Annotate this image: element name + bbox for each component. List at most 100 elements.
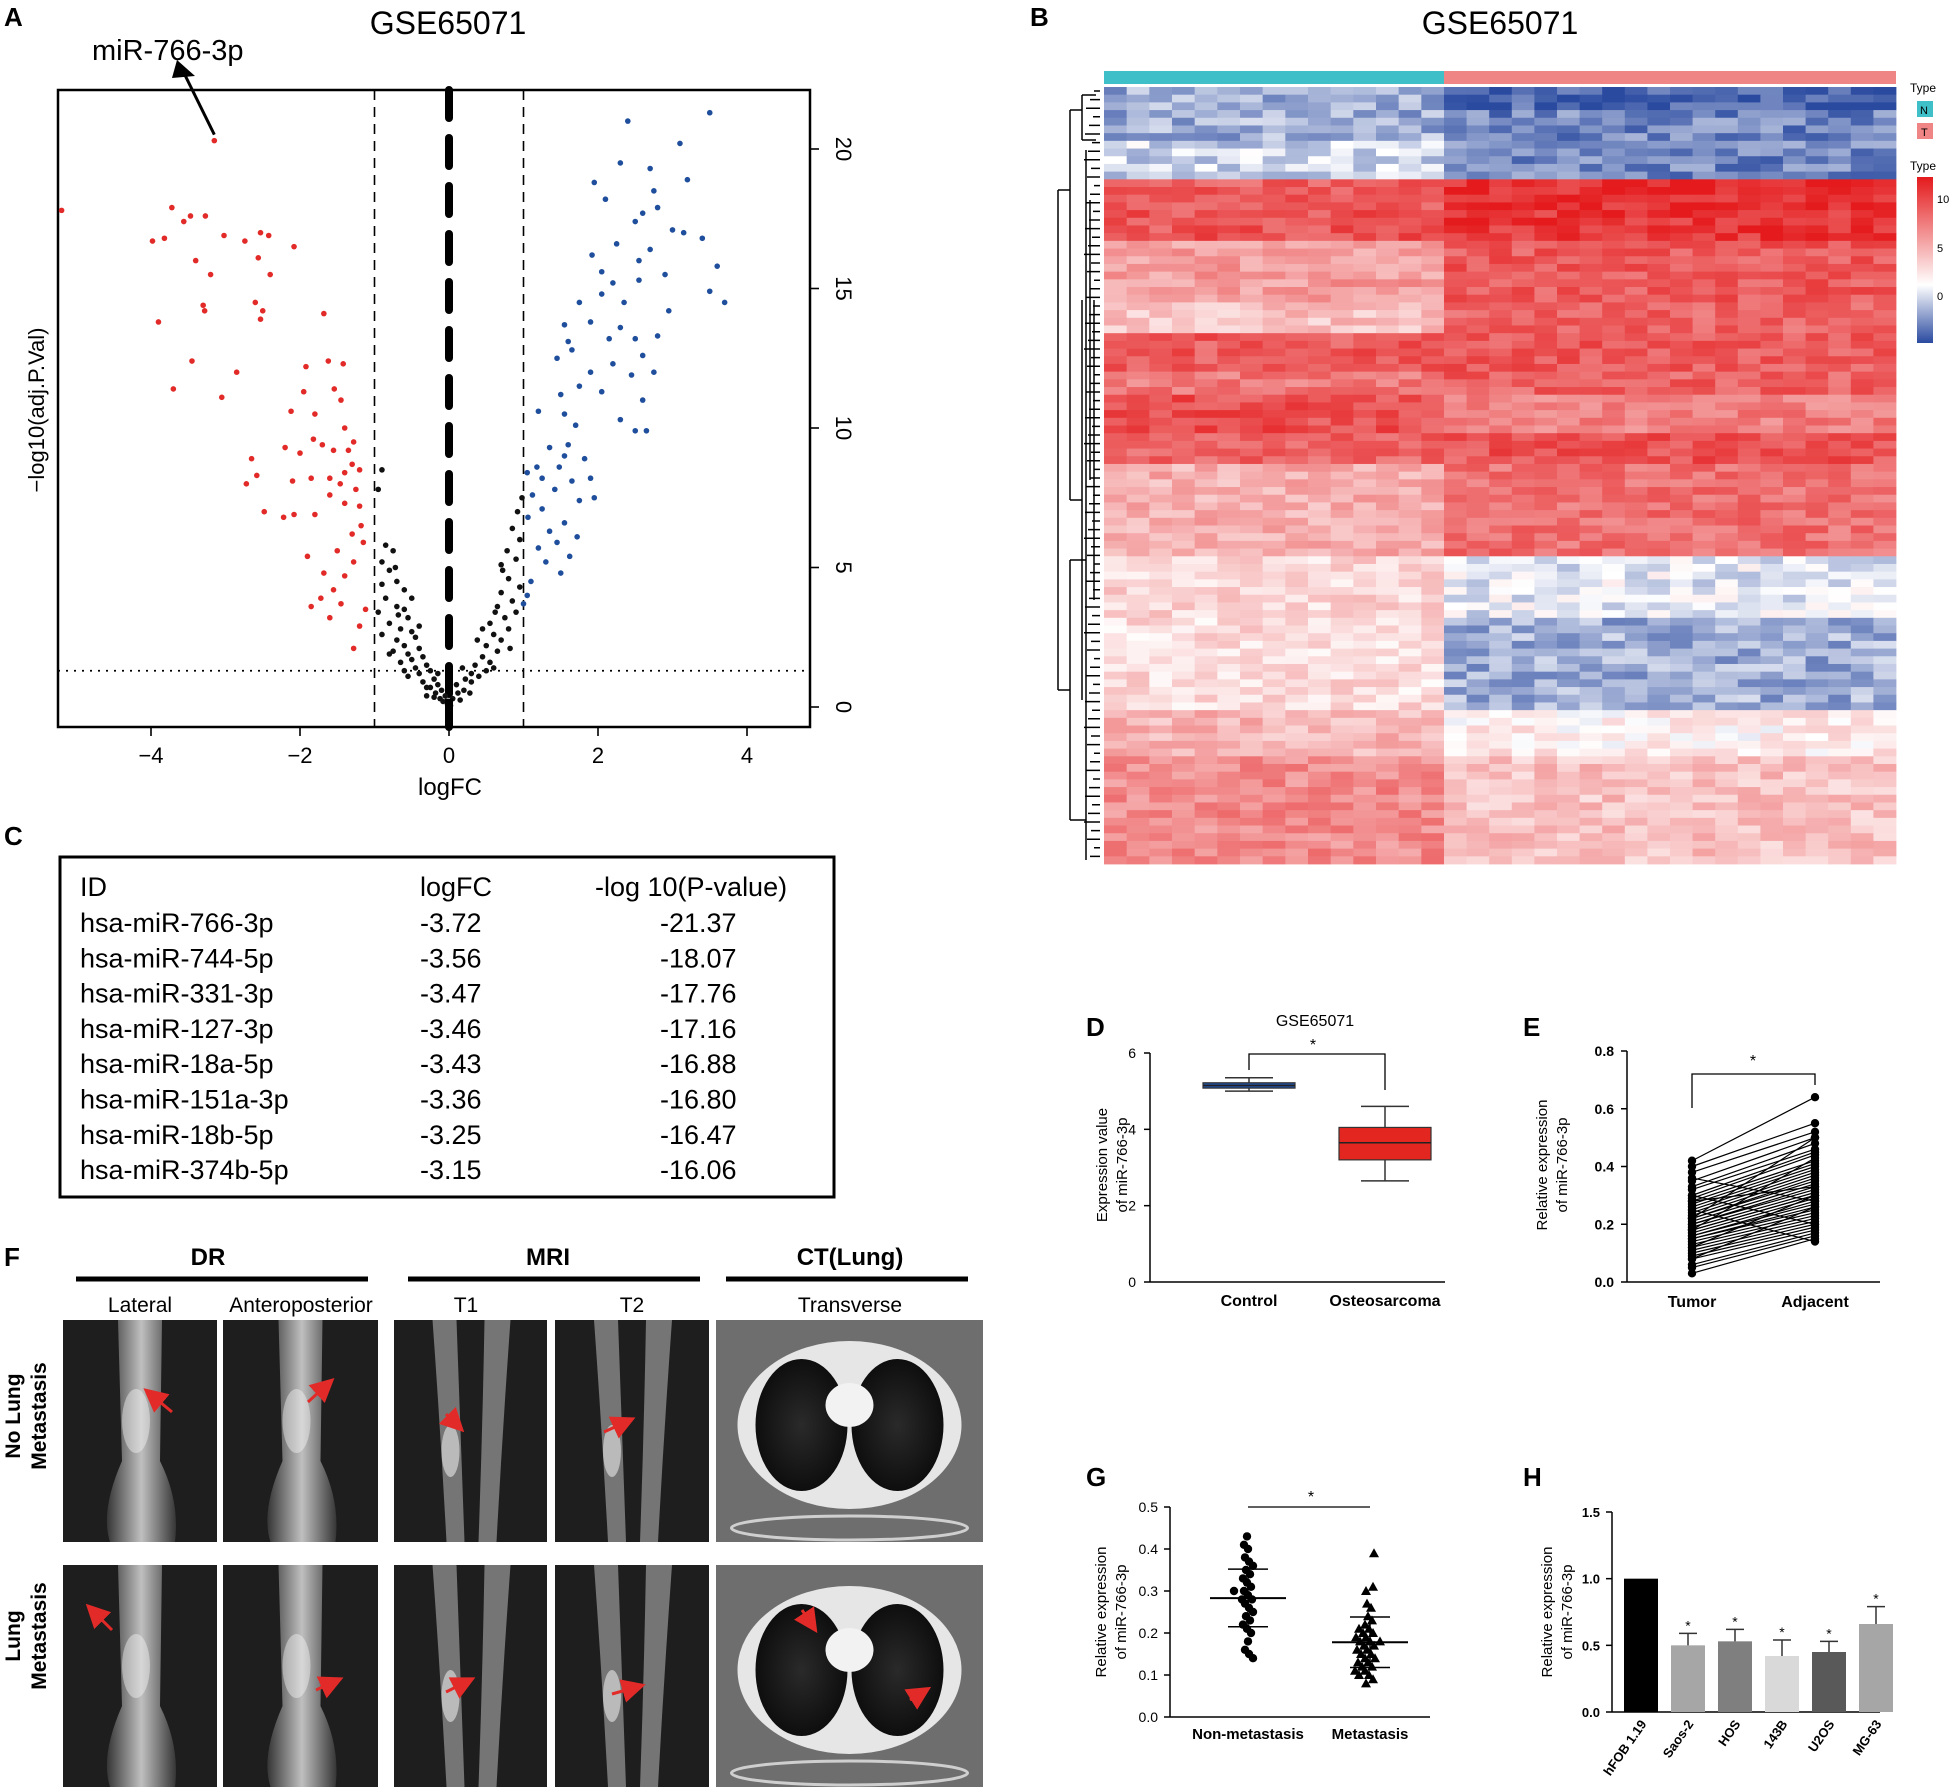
- heatmap-cell: [1331, 356, 1354, 364]
- heatmap-cell: [1149, 472, 1172, 480]
- heatmap-cell: [1534, 764, 1557, 772]
- heatmap-cell: [1851, 841, 1874, 849]
- volcano-point-down: [181, 219, 187, 225]
- volcano-point-down: [331, 386, 337, 392]
- heatmap-cell: [1625, 387, 1648, 395]
- heatmap-cell: [1444, 410, 1467, 418]
- heatmap-cell: [1851, 849, 1874, 857]
- heatmap-cell: [1512, 225, 1535, 233]
- volcano-point-ns: [476, 674, 482, 680]
- bar-chart: 0.00.51.01.5 hFOB 1.19*Saos-2*HOS*143B*U…: [1539, 1505, 1893, 1778]
- heatmap-cell: [1512, 849, 1535, 857]
- heatmap-cell: [1715, 679, 1738, 687]
- heatmap-cell: [1127, 410, 1150, 418]
- heatmap-cell: [1149, 595, 1172, 603]
- heatmap-cell: [1489, 249, 1512, 257]
- heatmap-cell: [1104, 656, 1127, 664]
- heatmap-cell: [1149, 341, 1172, 349]
- heatmap-cell: [1489, 356, 1512, 364]
- heatmap-cell: [1467, 495, 1490, 503]
- heatmap-cell: [1195, 341, 1218, 349]
- heatmap-cell: [1647, 287, 1670, 295]
- volcano-point-up: [655, 205, 661, 211]
- heatmap-cell: [1670, 818, 1693, 826]
- heatmap-cell: [1127, 779, 1150, 787]
- heatmap-cell: [1715, 479, 1738, 487]
- heatmap-cell: [1285, 633, 1308, 641]
- heatmap-cell: [1512, 741, 1535, 749]
- heatmap-cell: [1195, 102, 1218, 110]
- heatmap-cell: [1240, 626, 1263, 634]
- heatmap-cell: [1851, 479, 1874, 487]
- volcano-point-up: [655, 333, 661, 339]
- heatmap-cell: [1625, 518, 1648, 526]
- heatmap-cell: [1647, 418, 1670, 426]
- heatmap-cell: [1828, 841, 1851, 849]
- dot-point-nonmetastasis: [1243, 1532, 1251, 1540]
- heatmap-cell: [1217, 310, 1240, 318]
- heatmap-cell: [1760, 426, 1783, 434]
- heatmap-cell: [1353, 364, 1376, 372]
- heatmap-cell: [1783, 726, 1806, 734]
- heatmap-cell: [1512, 479, 1535, 487]
- heatmap-cell: [1285, 518, 1308, 526]
- heatmap-cell: [1625, 472, 1648, 480]
- heatmap-cell: [1127, 841, 1150, 849]
- heatmap-cell: [1760, 402, 1783, 410]
- heatmap-cell: [1172, 726, 1195, 734]
- heatmap-cell: [1693, 225, 1716, 233]
- heatmap-cell: [1467, 272, 1490, 280]
- heatmap-cell: [1738, 172, 1761, 180]
- heatmap-cell: [1783, 118, 1806, 126]
- heatmap-cell: [1534, 495, 1557, 503]
- heatmap-cell: [1580, 502, 1603, 510]
- heatmap-cell: [1240, 649, 1263, 657]
- heatmap-cell: [1263, 618, 1286, 626]
- heatmap-cell: [1444, 249, 1467, 257]
- heatmap-cell: [1217, 256, 1240, 264]
- heatmap-cell: [1647, 164, 1670, 172]
- heatmap-cell: [1353, 749, 1376, 757]
- heatmap-cell: [1421, 764, 1444, 772]
- heatmap-cell: [1693, 195, 1716, 203]
- heatmap-cell: [1602, 695, 1625, 703]
- heatmap-cell: [1331, 610, 1354, 618]
- volcano-point-ns: [498, 562, 504, 568]
- heatmap-cell: [1534, 356, 1557, 364]
- table-cell-logfc: -3.56: [420, 943, 482, 973]
- heatmap-cell: [1217, 187, 1240, 195]
- heatmap-cell: [1806, 349, 1829, 357]
- heatmap-cell: [1783, 418, 1806, 426]
- heatmap-cell: [1331, 687, 1354, 695]
- heatmap-cell: [1534, 856, 1557, 864]
- heatmap-cell: [1647, 310, 1670, 318]
- heatmap-cell: [1670, 218, 1693, 226]
- bar-saos-2: [1671, 1645, 1705, 1712]
- heatmap-cell: [1172, 256, 1195, 264]
- volcano-point-down: [258, 230, 264, 236]
- volcano-point-down: [311, 436, 317, 442]
- heatmap-cell: [1557, 118, 1580, 126]
- heatmap-cell: [1263, 149, 1286, 157]
- heatmap-cell: [1331, 695, 1354, 703]
- heatmap-cell: [1331, 341, 1354, 349]
- heatmap-cell: [1647, 772, 1670, 780]
- heatmap-cell: [1693, 279, 1716, 287]
- heatmap-cell: [1670, 449, 1693, 457]
- heatmap-cell: [1602, 579, 1625, 587]
- heatmap-cell: [1580, 695, 1603, 703]
- heatmap-cell: [1760, 295, 1783, 303]
- heatmap-cell: [1580, 87, 1603, 95]
- imaging-panel: DR Lateral Anteroposterior MRI T1 T2 CT(…: [2, 1244, 983, 1787]
- heatmap-cell: [1534, 526, 1557, 534]
- panel-letter-h: H: [1523, 1462, 1542, 1492]
- heatmap-cell: [1399, 341, 1422, 349]
- heatmap-cell: [1851, 687, 1874, 695]
- heatmap-cell: [1263, 249, 1286, 257]
- heatmap-cell: [1557, 233, 1580, 241]
- heatmap-cell: [1715, 133, 1738, 141]
- heatmap-cell: [1647, 541, 1670, 549]
- heatmap-cell: [1557, 433, 1580, 441]
- heatmap-cell: [1399, 241, 1422, 249]
- heatmap-cell: [1625, 325, 1648, 333]
